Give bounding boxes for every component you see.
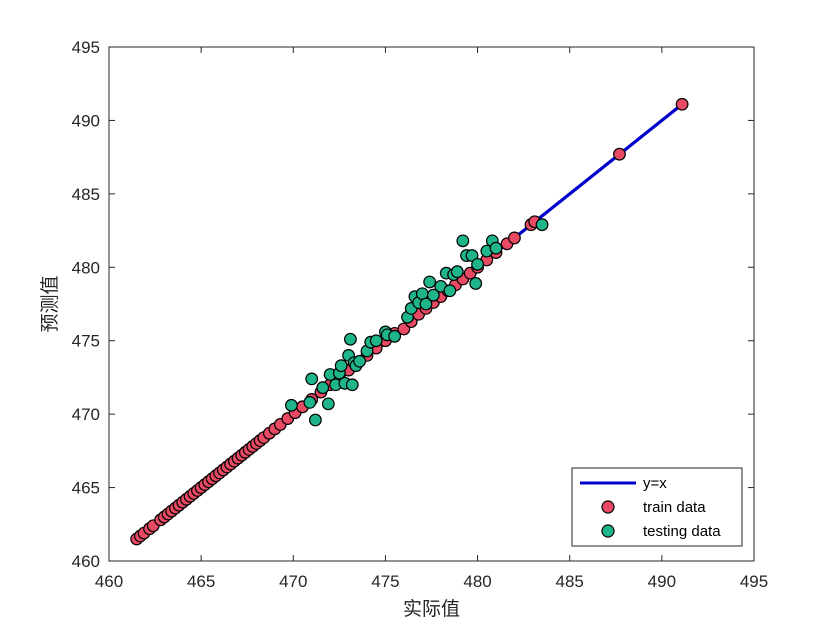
x-tick-label: 465 (187, 572, 215, 591)
y-tick-label: 490 (72, 111, 100, 130)
legend-label-test: testing data (643, 523, 721, 540)
x-axis-title: 实际值 (403, 598, 460, 620)
testing-data-point (353, 354, 367, 368)
legend-box (571, 467, 743, 547)
testing-data-point (316, 381, 330, 395)
testing-data-point (344, 332, 357, 346)
y-tick-label: 495 (72, 38, 100, 57)
testing-data-point (334, 359, 348, 373)
y-tick-label: 470 (72, 405, 100, 424)
legend-marker-train (601, 500, 615, 514)
testing-data-point (450, 265, 464, 279)
testing-data-point (369, 334, 383, 348)
y-tick-label: 475 (72, 332, 100, 351)
testing-data-point (305, 372, 319, 386)
testing-data-point (285, 398, 298, 412)
testing-data-point (423, 275, 437, 289)
x-tick-label: 460 (95, 572, 123, 591)
y-tick-label: 480 (72, 258, 100, 277)
x-axis-ticks: 460 465 470 475 480 485 490 495 (95, 47, 768, 591)
x-tick-label: 485 (556, 572, 584, 591)
y-tick-label: 460 (72, 552, 100, 571)
testing-data-point (345, 378, 359, 392)
testing-data-point (321, 397, 335, 411)
x-tick-label: 475 (371, 572, 399, 591)
y-tick-label: 465 (72, 479, 100, 498)
testing-data-point (489, 241, 503, 255)
testing-data-point (535, 218, 549, 232)
testing-data-point (426, 288, 440, 302)
testing-data-point (456, 234, 470, 248)
legend-label-line: y=x (643, 475, 667, 492)
testing-data-point (388, 329, 402, 343)
x-tick-label: 490 (648, 572, 676, 591)
x-tick-label: 495 (740, 572, 768, 591)
testing-data-point (303, 395, 317, 409)
series-layer (130, 97, 689, 546)
y-tick-label: 485 (72, 185, 100, 204)
testing-data-point (419, 297, 433, 311)
y-axis-ticks: 460 465 470 475 480 485 490 495 (72, 38, 754, 571)
y-axis-title: 预测值 (39, 275, 61, 332)
train-data-point (613, 147, 626, 161)
testing-data-point (309, 413, 322, 427)
train-data-point (508, 231, 521, 245)
testing-data-point (443, 284, 457, 298)
x-tick-label: 480 (463, 572, 491, 591)
legend-marker-test (601, 524, 615, 538)
legend-label-train: train data (643, 499, 706, 516)
axes-box (108, 46, 755, 562)
x-tick-label: 470 (279, 572, 307, 591)
testing-data-point (471, 257, 484, 271)
testing-data-point (469, 277, 483, 290)
legend: y=x train data testing data (571, 467, 743, 547)
train-data-point (675, 97, 689, 111)
